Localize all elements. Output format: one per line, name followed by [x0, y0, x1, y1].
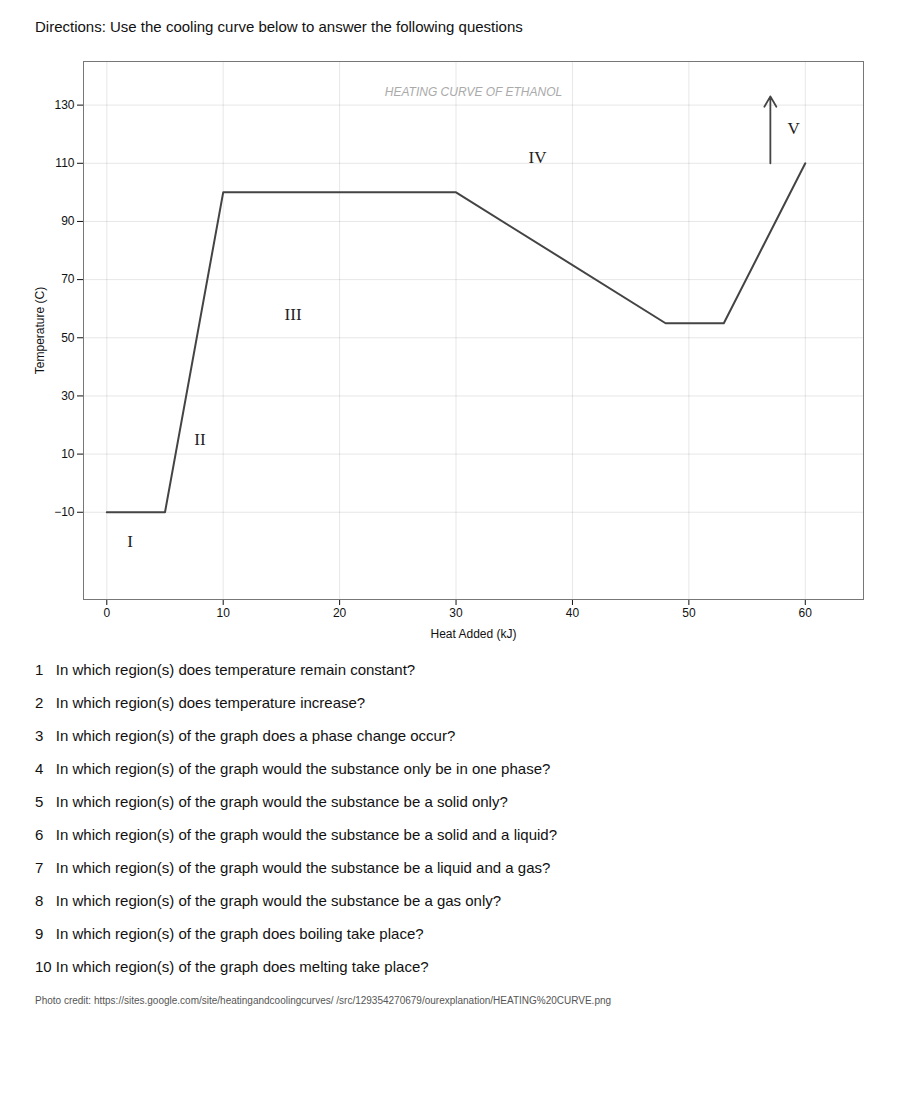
svg-text:50: 50: [682, 606, 696, 620]
svg-text:III: III: [285, 305, 302, 324]
svg-text:130: 130: [54, 98, 74, 112]
html-text:2 In which region(s) does temp: 2 In which region(s) does temperature in…: [35, 694, 366, 711]
svg-text:HEATING CURVE OF ETHANOL: HEATING CURVE OF ETHANOL: [385, 85, 562, 99]
html-text:Directions: Use the cooling cu: Directions: Use the cooling curve below …: [35, 18, 523, 35]
svg-text:70: 70: [61, 272, 75, 286]
html-text:10 In which region(s) of the g: 10 In which region(s) of the graph does …: [35, 958, 429, 975]
svg-text:Heat Added (kJ): Heat Added (kJ): [430, 627, 516, 641]
svg-text:IV: IV: [529, 148, 548, 167]
svg-text:60: 60: [799, 606, 813, 620]
html-text:Photo credit: https://sites.go: Photo credit: https://sites.google.com/s…: [35, 995, 612, 1006]
svg-text:10: 10: [61, 447, 75, 461]
svg-text:−10: −10: [54, 505, 75, 519]
svg-text:Temperature (C): Temperature (C): [33, 287, 47, 374]
svg-text:50: 50: [61, 331, 75, 345]
html-text:8 In which region(s) of the gr: 8 In which region(s) of the graph would …: [35, 892, 502, 909]
html-text:9 In which region(s) of the gr: 9 In which region(s) of the graph does b…: [35, 925, 424, 942]
svg-text:20: 20: [333, 606, 347, 620]
svg-text:110: 110: [55, 156, 74, 170]
html-text:3 In which region(s) of the gr: 3 In which region(s) of the graph does a…: [35, 727, 456, 744]
svg-text:I: I: [127, 532, 133, 551]
html-text:5 In which region(s) of the gr: 5 In which region(s) of the graph would …: [35, 793, 508, 810]
svg-text:10: 10: [217, 606, 231, 620]
svg-text:30: 30: [61, 389, 75, 403]
html-text:4 In which region(s) of the gr: 4 In which region(s) of the graph would …: [35, 760, 551, 777]
html-text:1 In which region(s) does temp: 1 In which region(s) does temperature re…: [35, 661, 416, 678]
html-text:7 In which region(s) of the gr: 7 In which region(s) of the graph would …: [35, 859, 551, 876]
html-text:6 In which region(s) of the gr: 6 In which region(s) of the graph would …: [35, 826, 557, 843]
svg-text:30: 30: [449, 606, 463, 620]
svg-text:0: 0: [103, 606, 110, 620]
svg-text:V: V: [788, 119, 801, 138]
svg-text:90: 90: [61, 214, 75, 228]
svg-text:40: 40: [566, 606, 580, 620]
svg-text:II: II: [194, 430, 206, 449]
